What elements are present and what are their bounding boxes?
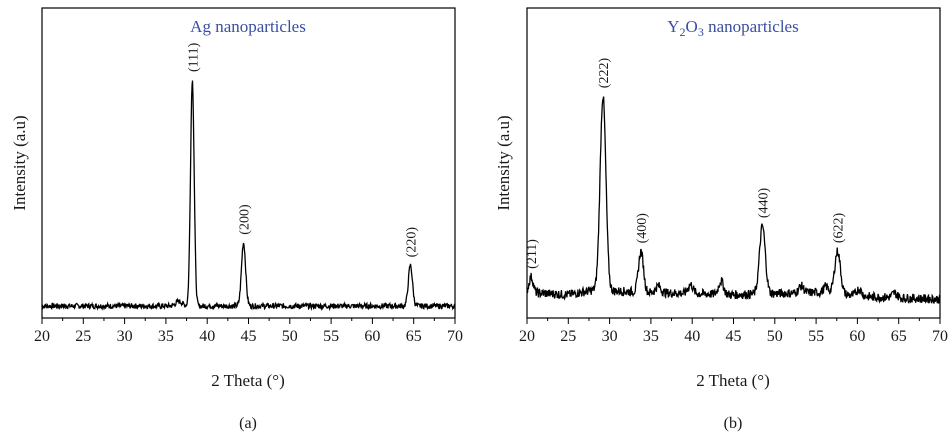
x-tick-label-b: 45 — [726, 328, 742, 345]
y-axis-title-b: Intensity (a.u) — [494, 115, 513, 210]
x-tick-label-a: 70 — [447, 328, 463, 345]
x-tick-label-b: 55 — [808, 328, 824, 345]
peak-label-b: (400) — [635, 213, 650, 244]
x-tick-label-a: 30 — [117, 328, 133, 345]
x-tick-label-b: 50 — [767, 328, 783, 345]
x-tick-label-b: 20 — [519, 328, 535, 345]
x-tick-label-a: 35 — [158, 328, 174, 345]
peak-label-a: (220) — [404, 227, 419, 258]
peak-label-a: (200) — [238, 204, 253, 235]
y-axis-title-a: Intensity (a.u) — [10, 115, 29, 210]
x-tick-label-a: 55 — [323, 328, 339, 345]
x-axis-a: 20 25 30 35 40 45 50 55 60 65 70 — [34, 318, 463, 345]
x-tick-label-b: 65 — [891, 328, 907, 345]
plot-frame-b — [526, 7, 941, 319]
x-tick-label-b: 40 — [684, 328, 700, 345]
x-tick-label-a: 50 — [282, 328, 298, 345]
x-tick-label-a: 65 — [406, 328, 422, 345]
x-tick-label-b: 60 — [849, 328, 865, 345]
x-axis-title-a: 2 Theta (°) — [211, 371, 285, 390]
x-axis-b: 20 25 30 35 40 45 50 55 60 65 70 — [519, 318, 948, 345]
x-tick-label-b: 30 — [602, 328, 618, 345]
x-tick-label-a: 60 — [364, 328, 380, 345]
peak-label-b: (222) — [597, 58, 612, 89]
x-tick-label-a: 45 — [241, 328, 257, 345]
panel-a: Ag nanoparticles 20 25 30 35 40 45 50 55 60 65 70 … — [10, 7, 463, 432]
chart-title-a: Ag nanoparticles — [190, 17, 306, 36]
peak-labels-b: (211) (222) (400) (440) (622) — [525, 58, 846, 269]
xrd-series-line-a — [41, 80, 456, 312]
x-tick-label-b: 70 — [932, 328, 948, 345]
peak-label-b: (211) — [525, 239, 540, 269]
peak-label-a: (111) — [186, 42, 201, 72]
x-tick-label-a: 20 — [34, 328, 50, 345]
x-tick-label-b: 25 — [560, 328, 576, 345]
peak-labels-a: (111) (200) (220) — [186, 42, 419, 257]
panel-label-b: (b) — [724, 415, 743, 432]
panel-label-a: (a) — [239, 415, 257, 432]
xrd-series-line-b — [526, 96, 941, 304]
x-tick-label-a: 40 — [199, 328, 215, 345]
chart-title-b: Y2O3 nanoparticles — [667, 17, 798, 39]
x-tick-label-b: 35 — [643, 328, 659, 345]
x-axis-title-b: 2 Theta (°) — [696, 371, 770, 390]
peak-label-b: (440) — [756, 187, 771, 218]
panel-b: Y2O3 nanoparticles 20 25 30 35 40 45 50 55 60 65 7… — [494, 7, 948, 432]
x-tick-label-a: 25 — [75, 328, 91, 345]
peak-label-b: (622) — [832, 213, 847, 244]
plot-frame-a — [41, 7, 456, 319]
